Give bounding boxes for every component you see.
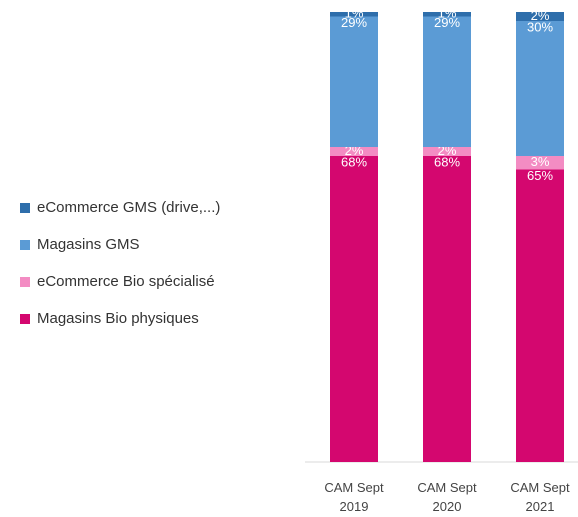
bar-segment	[516, 21, 564, 156]
bar-segment	[330, 12, 378, 17]
bar-segment	[516, 169, 564, 462]
data-label: 30%	[527, 19, 553, 34]
data-label: 65%	[527, 168, 553, 183]
legend-label: Magasins Bio physiques	[37, 310, 199, 327]
data-label: 29%	[434, 15, 460, 30]
x-tick-label: CAM Sept 2021	[510, 480, 570, 514]
x-tick-label: CAM Sept 2019	[324, 480, 384, 514]
bar-segment	[423, 156, 471, 462]
legend-label: eCommerce Bio spécialisé	[37, 273, 215, 290]
legend-swatch	[20, 314, 30, 324]
legend-label: Magasins GMS	[37, 236, 140, 253]
bar-segment	[516, 12, 564, 21]
bar-segment	[423, 147, 471, 156]
bar-segment	[330, 147, 378, 156]
bar-segment	[330, 156, 378, 462]
data-label: 1%	[345, 6, 364, 21]
bar-segment	[423, 16, 471, 147]
legend-label: eCommerce GMS (drive,...)	[37, 199, 220, 216]
legend-swatch	[20, 277, 30, 287]
bar-segment	[516, 156, 564, 170]
data-label: 1%	[438, 6, 457, 21]
data-label: 68%	[341, 154, 367, 169]
data-label: 68%	[434, 154, 460, 169]
legend-swatch	[20, 240, 30, 250]
data-label: 3%	[531, 154, 550, 169]
bar-segment	[330, 16, 378, 147]
data-label: 29%	[341, 15, 367, 30]
bar-segment	[423, 12, 471, 17]
legend-swatch	[20, 203, 30, 213]
data-label: 2%	[531, 8, 550, 23]
x-tick-label: CAM Sept 2020	[417, 480, 477, 514]
